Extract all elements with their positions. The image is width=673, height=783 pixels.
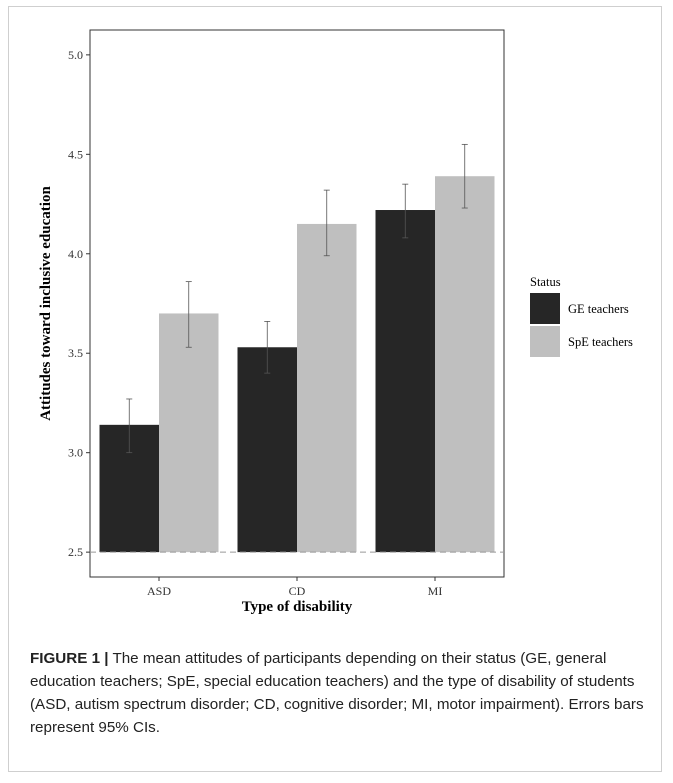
figure-caption: FIGURE 1 | The mean attitudes of partici… bbox=[30, 647, 650, 739]
y-tick-label: 4.5 bbox=[68, 147, 83, 161]
y-tick-label: 2.5 bbox=[68, 545, 83, 559]
error-bar bbox=[323, 189, 330, 257]
chart-marks bbox=[90, 143, 504, 553]
error-bar bbox=[185, 281, 192, 348]
bar-spe-teachers-cd bbox=[297, 223, 357, 553]
error-bar bbox=[402, 183, 409, 239]
bar-spe-teachers-mi bbox=[435, 176, 495, 553]
legend: Status GE teachers SpE teachers bbox=[530, 275, 633, 357]
x-tick-label: CD bbox=[289, 584, 306, 598]
y-tick-label: 3.5 bbox=[68, 346, 83, 360]
bar-ge-teachers-mi bbox=[375, 210, 435, 553]
error-bar bbox=[126, 398, 133, 454]
caption-text: The mean attitudes of participants depen… bbox=[30, 650, 644, 736]
legend-title: Status bbox=[530, 275, 561, 289]
error-bar bbox=[264, 321, 271, 374]
legend-key bbox=[530, 293, 560, 324]
y-tick-label: 5.0 bbox=[68, 48, 83, 62]
error-bar bbox=[461, 143, 468, 209]
bar-chart: 2.5 3.0 3.5 4.0 4.5 5.0 ASD CD MI Type of disab… bbox=[38, 29, 633, 615]
caption-label: FIGURE 1 | bbox=[30, 650, 109, 667]
legend-label: GE teachers bbox=[568, 302, 629, 316]
y-axis-title: Attitudes toward inclusive education bbox=[38, 186, 54, 421]
legend-label: SpE teachers bbox=[568, 335, 633, 349]
x-tick-label: ASD bbox=[147, 584, 171, 598]
y-tick-label: 3.0 bbox=[68, 446, 83, 460]
y-axis: 2.5 3.0 3.5 4.0 4.5 5.0 bbox=[68, 48, 90, 559]
legend-key bbox=[530, 326, 560, 357]
x-axis: ASD CD MI bbox=[147, 577, 442, 598]
y-tick-label: 4.0 bbox=[68, 247, 83, 261]
bar-ge-teachers-cd bbox=[237, 347, 297, 553]
x-axis-title: Type of disability bbox=[242, 599, 353, 615]
bar-spe-teachers-asd bbox=[159, 313, 219, 553]
x-tick-label: MI bbox=[428, 584, 443, 598]
